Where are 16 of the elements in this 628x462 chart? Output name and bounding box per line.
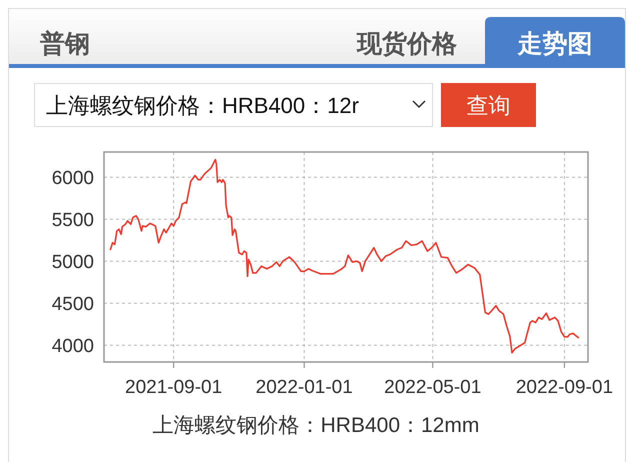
- x-tick-label: 2022-09-01: [516, 377, 614, 398]
- x-tick-label: 2022-05-01: [384, 377, 482, 398]
- x-axis-title: 上海螺纹钢价格：HRB400：12mm: [152, 414, 480, 437]
- y-tick-label: 5500: [52, 210, 94, 232]
- text: 现货价格: [356, 30, 457, 58]
- text: 上海螺纹钢价格：HRB400：12r: [46, 93, 359, 118]
- chart-title: 普钢: [39, 29, 90, 58]
- y-tick-label: 6000: [52, 168, 94, 190]
- y-tick-label: 4500: [52, 294, 94, 316]
- y-tick-label: 5000: [52, 252, 94, 274]
- text: 走势图: [516, 30, 592, 58]
- line-series: [110, 158, 580, 354]
- x-tick-label: 2022-01-01: [256, 377, 353, 398]
- y-tick-label: 4000: [52, 336, 94, 358]
- text: 查询: [466, 93, 510, 118]
- x-tick-label: 2021-09-01: [125, 377, 222, 398]
